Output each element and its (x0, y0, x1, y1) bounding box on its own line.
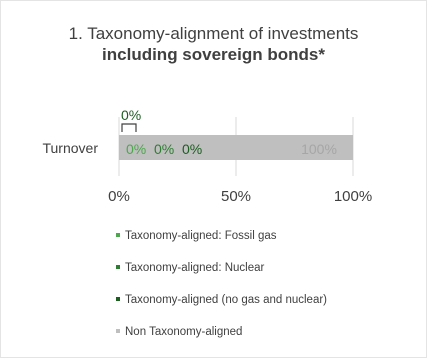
legend-label: Taxonomy-aligned: Nuclear (125, 262, 265, 274)
legend-item: Taxonomy-aligned: Fossil gas (116, 228, 327, 260)
legend-label: Taxonomy-aligned (no gas and nuclear) (125, 294, 328, 306)
data-label: 0% (126, 141, 146, 157)
legend-swatch (116, 233, 120, 237)
legend-swatch (116, 297, 120, 301)
chart-legend: Taxonomy-aligned: Fossil gas Taxonomy-ali… (116, 228, 327, 356)
chart-subtitle: including sovereign bonds* (102, 45, 325, 64)
x-tick-label: 100% (334, 188, 372, 205)
legend-swatch (116, 265, 120, 269)
category-label: Turnover (42, 140, 98, 156)
legend-label: Taxonomy-aligned: Fossil gas (125, 230, 277, 242)
legend-item: Taxonomy-aligned (no gas and nuclear) (116, 292, 327, 324)
chart-title: 1. Taxonomy-alignment of investments (68, 24, 359, 43)
x-tick-label: 50% (221, 188, 251, 205)
callout-label: 0% (121, 107, 141, 123)
data-label: 0% (154, 141, 174, 157)
x-tick-label: 0% (108, 188, 130, 205)
bar-segment (119, 135, 353, 160)
legend-swatch (116, 329, 120, 333)
data-label: 100% (301, 141, 337, 157)
callout-bracket (121, 123, 137, 132)
legend-item: Taxonomy-aligned: Nuclear (116, 260, 327, 292)
legend-label: Non Taxonomy-aligned (125, 326, 243, 338)
data-label: 0% (182, 141, 202, 157)
legend-item: Non Taxonomy-aligned (116, 324, 327, 356)
